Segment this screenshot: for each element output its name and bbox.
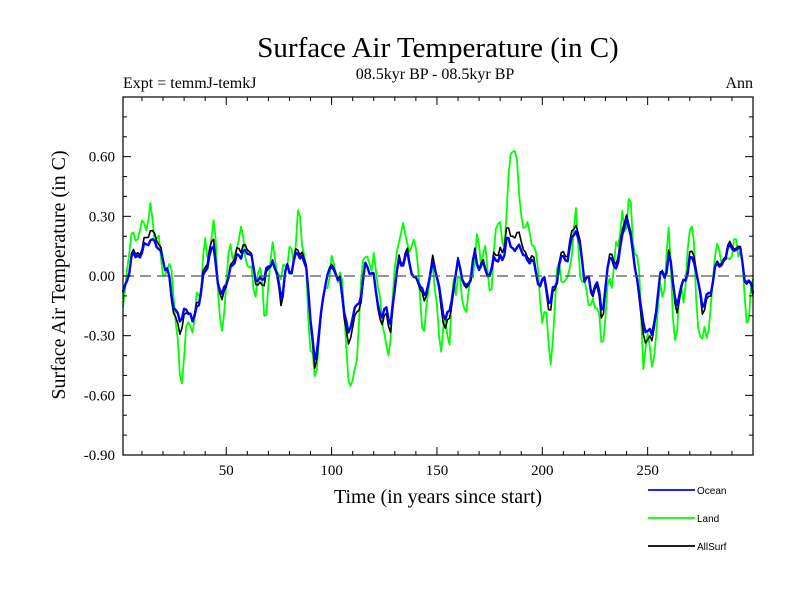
- season-label: Ann: [725, 75, 753, 92]
- x-tick-label: 50: [219, 463, 234, 479]
- y-tick-label: -0.60: [84, 388, 115, 404]
- legend-label-ocean: Ocean: [697, 486, 726, 497]
- series-line-ocean: [121, 217, 755, 361]
- legend-label-allsurf: AllSurf: [697, 542, 727, 553]
- experiment-label: Expt = temmJ-temkJ: [123, 75, 256, 92]
- x-tick-label: 200: [531, 463, 554, 479]
- y-axis-label: Surface Air Temperature (in C): [48, 150, 70, 399]
- y-tick-label: 0.30: [89, 209, 115, 225]
- plot-axes: 50 100 150 200 250 -0.90 -0.60 -0.30 0.00 0.30 0.6…: [84, 96, 754, 479]
- y-tick-label: 0.60: [89, 150, 115, 166]
- y-tick-label: -0.30: [84, 329, 115, 345]
- legend-label-land: Land: [697, 514, 719, 525]
- x-tick-label: 150: [426, 463, 449, 479]
- chart-title: Surface Air Temperature (in C): [257, 32, 618, 64]
- y-tick-label: -0.90: [84, 448, 115, 464]
- legend: Ocean Land AllSurf: [648, 486, 727, 553]
- x-tick-label: 250: [636, 463, 659, 479]
- x-axis-label: Time (in years since start): [334, 486, 542, 508]
- plot-series-group: [121, 150, 755, 387]
- series-line-land: [122, 150, 754, 387]
- x-tick-label: 100: [320, 463, 343, 479]
- y-tick-label: 0.00: [89, 269, 115, 285]
- chart-subtitle: 08.5kyr BP - 08.5kyr BP: [356, 66, 515, 83]
